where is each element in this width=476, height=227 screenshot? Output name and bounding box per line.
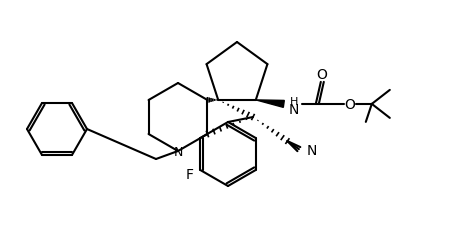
Text: F: F	[185, 167, 193, 181]
Text: O: O	[344, 97, 355, 111]
Text: N: N	[307, 143, 317, 158]
Polygon shape	[256, 100, 284, 108]
Text: N: N	[173, 145, 183, 158]
Text: O: O	[317, 68, 327, 81]
Text: H: H	[289, 96, 298, 106]
Text: N: N	[288, 102, 299, 116]
